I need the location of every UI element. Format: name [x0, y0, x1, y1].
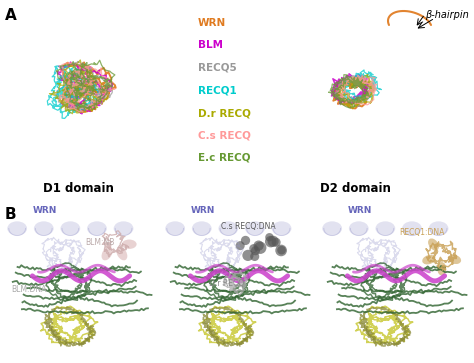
Circle shape	[277, 246, 286, 254]
Ellipse shape	[219, 221, 238, 236]
Ellipse shape	[245, 221, 265, 236]
Text: WRN: WRN	[32, 206, 57, 215]
Ellipse shape	[116, 247, 128, 260]
Text: D1 domain: D1 domain	[43, 182, 113, 195]
Ellipse shape	[165, 221, 185, 236]
Ellipse shape	[375, 221, 395, 236]
Ellipse shape	[192, 221, 211, 236]
Ellipse shape	[402, 221, 422, 236]
Text: C.s RECQ: C.s RECQ	[198, 131, 251, 140]
Text: WRN: WRN	[347, 206, 372, 215]
Text: D.r RECQ: D.r RECQ	[198, 108, 251, 118]
Text: RECQ1:DNA: RECQ1:DNA	[399, 228, 445, 237]
Circle shape	[275, 245, 287, 256]
Ellipse shape	[34, 221, 54, 236]
Text: BLM:NB: BLM:NB	[86, 238, 115, 247]
Circle shape	[251, 246, 260, 255]
Circle shape	[254, 242, 266, 254]
Circle shape	[265, 233, 273, 241]
Circle shape	[249, 244, 258, 253]
Ellipse shape	[114, 221, 134, 236]
Ellipse shape	[272, 221, 292, 236]
Text: D2 domain: D2 domain	[319, 182, 391, 195]
Circle shape	[250, 252, 259, 261]
Ellipse shape	[87, 221, 107, 236]
Text: E.c RECQ: E.c RECQ	[198, 153, 250, 163]
Circle shape	[242, 250, 254, 261]
Ellipse shape	[322, 221, 342, 236]
Text: RECQ1: RECQ1	[198, 86, 237, 95]
Ellipse shape	[122, 240, 137, 249]
Circle shape	[241, 236, 250, 245]
Ellipse shape	[422, 255, 436, 264]
Circle shape	[265, 236, 276, 247]
Text: β-hairpin: β-hairpin	[425, 10, 469, 20]
Circle shape	[272, 238, 281, 247]
Ellipse shape	[7, 221, 27, 236]
Circle shape	[236, 241, 245, 250]
Circle shape	[254, 240, 264, 251]
Ellipse shape	[428, 238, 439, 250]
Text: B: B	[5, 207, 17, 222]
Ellipse shape	[349, 221, 369, 236]
Text: WRN: WRN	[198, 18, 226, 28]
Ellipse shape	[448, 254, 461, 264]
Ellipse shape	[438, 262, 447, 276]
Text: RECQ5: RECQ5	[198, 63, 237, 73]
Text: D.r RECQ: D.r RECQ	[209, 279, 244, 288]
Ellipse shape	[428, 221, 448, 236]
Text: A: A	[5, 8, 17, 23]
Text: WRN: WRN	[191, 206, 215, 215]
Ellipse shape	[101, 247, 112, 260]
Text: BLM: BLM	[198, 41, 223, 50]
Text: C.s RECQ:DNA: C.s RECQ:DNA	[221, 222, 275, 231]
Ellipse shape	[61, 221, 80, 236]
Circle shape	[267, 236, 279, 247]
Text: BLM:DNA: BLM:DNA	[11, 285, 46, 294]
